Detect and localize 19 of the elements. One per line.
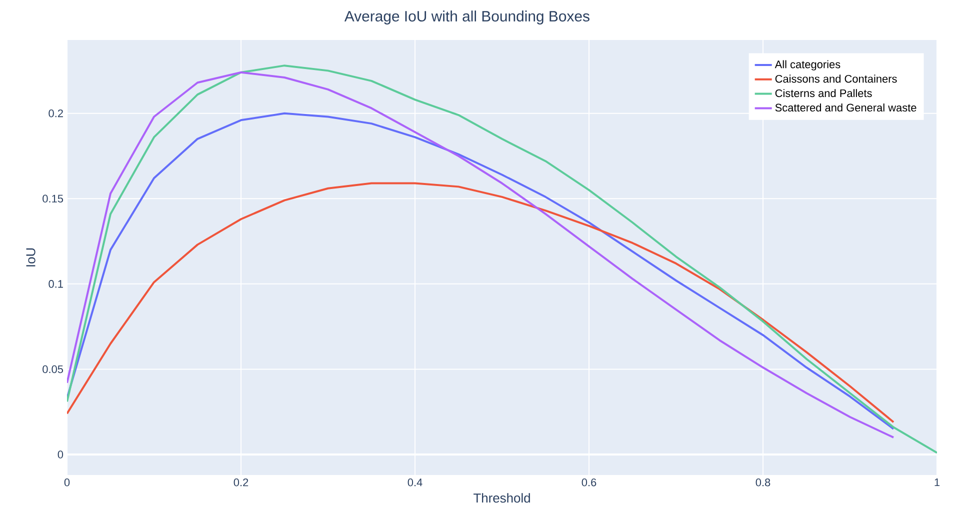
line-series	[67, 182, 895, 424]
legend-label: Caissons and Containers	[775, 74, 897, 83]
y-tick-label: 0.2	[48, 109, 63, 118]
legend-label: Scattered and General waste	[775, 103, 916, 112]
x-tick-label: 1	[934, 478, 940, 486]
y-tick-label: 0	[58, 450, 64, 458]
x-tick-label: 0.8	[756, 478, 770, 486]
y-tick-label: 0.15	[42, 194, 64, 203]
x-tick-label: 0	[64, 478, 70, 486]
y-tick-label: 0.05	[42, 365, 64, 374]
x-tick-label: 0.2	[234, 478, 248, 486]
y-tick-label: 0.1	[48, 280, 63, 288]
legend-label: Cisterns and Pallets	[775, 89, 872, 98]
x-tick-label: 0.4	[408, 478, 422, 486]
x-tick-label: 0.6	[582, 478, 596, 486]
y-axis-title: IoU	[26, 248, 36, 266]
chart-title: Average IoU with all Bounding Boxes	[344, 10, 590, 24]
x-axis-title: Threshold	[474, 493, 530, 503]
legend-label: All categories	[774, 60, 840, 70]
